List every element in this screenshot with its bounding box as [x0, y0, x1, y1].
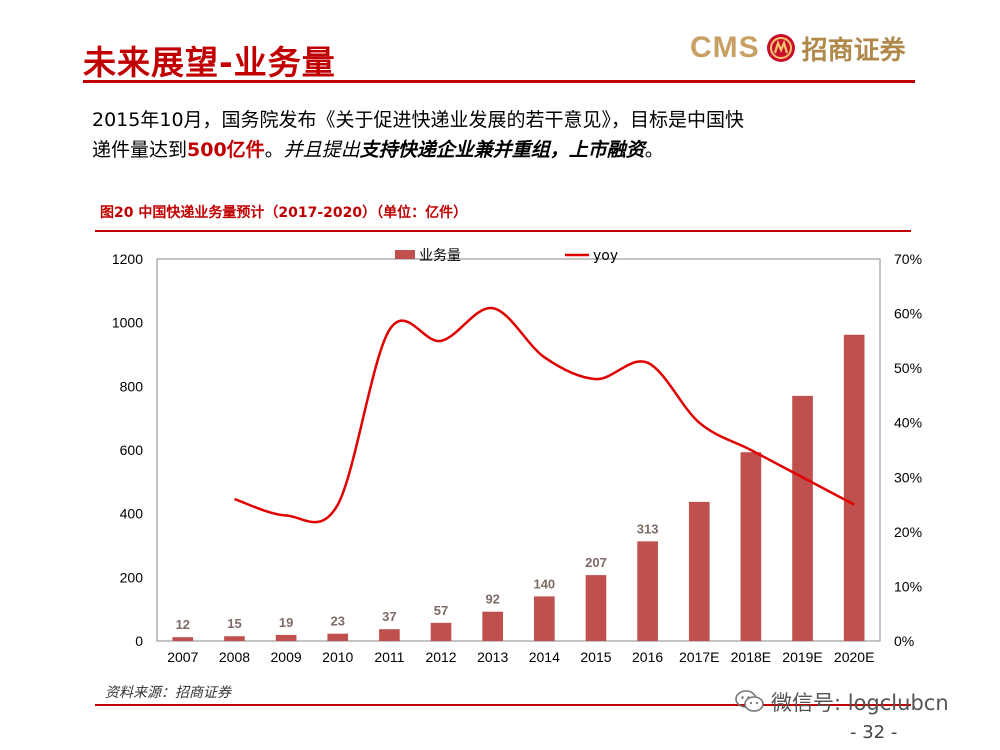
bar-value-label: 12 [176, 617, 190, 632]
plot-frame [156, 258, 881, 642]
bar-value-label: 57 [434, 603, 448, 618]
x-tick-label: 2009 [271, 649, 302, 665]
legend-label-yoy: yoy [593, 248, 618, 264]
left-tick-label: 1000 [112, 315, 143, 331]
volume-bar [172, 637, 194, 641]
right-axis-ticks: 0% 10% 20% 30% 40% 50% 60% 70% [894, 251, 922, 649]
left-axis-ticks: 0 200 400 600 800 1000 1200 [112, 251, 143, 649]
x-tick-label: 2018E [731, 649, 771, 665]
footer-divider [95, 704, 911, 706]
x-tick-label: 2020E [834, 649, 874, 665]
page-title: 未来展望-业务量 [83, 43, 336, 82]
x-tick-label: 2015 [580, 649, 611, 665]
intro-italic-text: 并且提出 [283, 139, 360, 161]
bar-value-label: 92 [485, 592, 499, 607]
slide-header: 未来展望-业务量 CMS 招商证券 [0, 0, 1000, 90]
right-tick-label: 30% [894, 469, 922, 485]
bar-value-label: 313 [637, 521, 659, 536]
volume-bar [637, 541, 658, 641]
intro-text: 递件量达到 [92, 139, 188, 161]
volume-bar [275, 634, 297, 641]
volume-bar [482, 611, 504, 641]
volume-bar [224, 636, 245, 641]
legend-swatch-volume [395, 250, 415, 259]
x-tick-label: 2012 [425, 649, 456, 665]
x-axis-ticks: 2007 2008 2009 2010 2011 2012 2013 2014 2015 2016… [167, 649, 874, 665]
cms-emblem-icon [766, 34, 795, 62]
volume-bar [379, 629, 400, 641]
left-tick-label: 200 [120, 569, 144, 585]
right-tick-label: 10% [894, 578, 922, 594]
intro-end-punct: 。 [644, 139, 664, 161]
page-number: - 32 - [850, 722, 898, 743]
right-tick-label: 0% [894, 633, 914, 649]
logo-text: CMS [690, 31, 760, 64]
x-tick-label: 2014 [529, 649, 560, 665]
right-tick-label: 40% [894, 415, 922, 431]
volume-bar [327, 633, 349, 641]
volume-bar [688, 501, 710, 641]
volume-bar [792, 395, 813, 641]
plot-border [156, 258, 881, 642]
volume-bar [533, 596, 555, 641]
bar-value-label: 15 [227, 616, 241, 631]
left-tick-label: 0 [135, 633, 143, 649]
right-tick-label: 20% [894, 524, 922, 540]
cms-logo: CMS 招商证券 [690, 26, 906, 70]
x-tick-label: 2016 [632, 649, 663, 665]
wechat-id: 微信号: logclubcn [771, 691, 949, 715]
wechat-icon [735, 690, 764, 712]
x-tick-label: 2013 [477, 649, 508, 665]
header-divider [83, 80, 915, 83]
volume-bars [172, 334, 865, 641]
x-tick-label: 2011 [374, 649, 404, 665]
volume-bar [740, 452, 762, 641]
legend-label-volume: 业务量 [419, 248, 461, 264]
right-tick-label: 70% [894, 251, 922, 267]
intro-paragraph: 2015年10月，国务院发布《关于促进快递业发展的若干意见》，目标是中国快 递件… [92, 105, 872, 165]
volume-bar [843, 334, 865, 641]
bar-data-labels: 12 15 19 23 37 57 92 140 207 313 [176, 521, 659, 632]
intro-target-highlight: 500亿件 [187, 139, 265, 161]
bar-value-label: 140 [533, 576, 555, 591]
volume-bar [430, 622, 452, 641]
yoy-line [234, 306, 855, 524]
left-tick-label: 1200 [112, 251, 143, 267]
x-tick-label: 2017E [679, 649, 719, 665]
right-tick-label: 60% [894, 306, 922, 322]
intro-line-1: 2015年10月，国务院发布《关于促进快递业发展的若干意见》，目标是中国快 [92, 109, 745, 131]
x-tick-label: 2008 [219, 649, 250, 665]
wechat-watermark: 微信号: logclubcn [735, 687, 949, 717]
left-tick-label: 600 [120, 442, 144, 458]
right-tick-label: 50% [894, 360, 922, 376]
logo-chinese-name: 招商证券 [801, 35, 906, 66]
volume-bar [585, 575, 607, 641]
left-tick-label: 400 [120, 506, 144, 522]
x-tick-label: 2007 [167, 649, 198, 665]
intro-punct: 。 [264, 139, 284, 161]
bar-value-label: 37 [382, 609, 396, 624]
bar-value-label: 207 [585, 555, 607, 570]
bar-value-label: 23 [331, 614, 345, 629]
chart-legend: 业务量 yoy [395, 248, 618, 264]
intro-line-2: 递件量达到500亿件。并且提出支持快递企业兼并重组，上市融资。 [92, 135, 872, 165]
figure-title-divider [95, 230, 911, 232]
left-tick-label: 800 [120, 378, 144, 394]
bar-value-label: 19 [279, 615, 293, 630]
x-tick-label: 2010 [322, 649, 353, 665]
x-tick-label: 2019E [782, 649, 822, 665]
figure-title: 图20 中国快递业务量预计（2017-2020）（单位：亿件） [100, 205, 468, 221]
source-note: 资料来源：招商证券 [105, 685, 231, 701]
intro-emphasis: 支持快递企业兼并重组，上市融资 [359, 139, 645, 161]
